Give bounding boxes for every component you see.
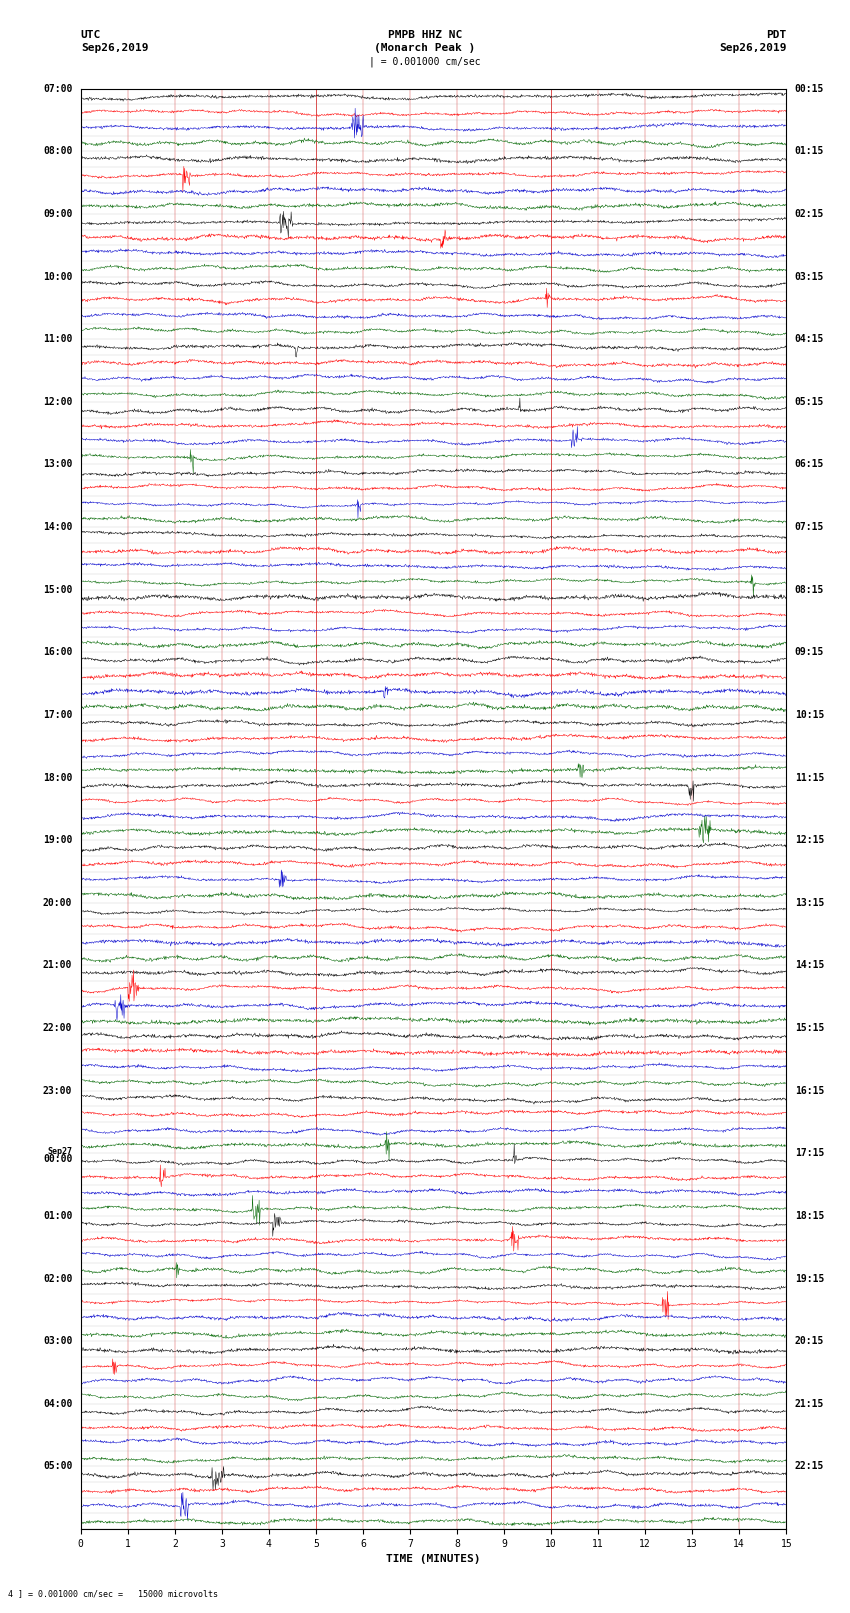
- Text: Sep27: Sep27: [48, 1147, 72, 1155]
- Text: 15:15: 15:15: [795, 1023, 824, 1032]
- Text: 18:15: 18:15: [795, 1211, 824, 1221]
- Text: 08:00: 08:00: [42, 147, 72, 156]
- Text: 16:00: 16:00: [42, 647, 72, 658]
- Text: 22:00: 22:00: [42, 1023, 72, 1032]
- Text: 17:00: 17:00: [42, 710, 72, 719]
- Text: 05:00: 05:00: [42, 1461, 72, 1471]
- Text: 06:15: 06:15: [795, 460, 824, 469]
- Text: 14:15: 14:15: [795, 960, 824, 971]
- Text: 15:00: 15:00: [42, 586, 72, 595]
- Text: 13:00: 13:00: [42, 460, 72, 469]
- Text: (Monarch Peak ): (Monarch Peak ): [374, 44, 476, 53]
- Text: 01:15: 01:15: [795, 147, 824, 156]
- Text: 14:00: 14:00: [42, 523, 72, 532]
- Text: | = 0.001000 cm/sec: | = 0.001000 cm/sec: [369, 56, 481, 66]
- Text: 09:15: 09:15: [795, 647, 824, 658]
- Text: PDT: PDT: [766, 31, 786, 40]
- Text: Sep26,2019: Sep26,2019: [719, 44, 786, 53]
- Text: UTC: UTC: [81, 31, 101, 40]
- Text: 21:00: 21:00: [42, 960, 72, 971]
- Text: 03:15: 03:15: [795, 271, 824, 282]
- Text: 04:00: 04:00: [42, 1398, 72, 1408]
- Text: 11:00: 11:00: [42, 334, 72, 344]
- Text: 4 ] = 0.001000 cm/sec =   15000 microvolts: 4 ] = 0.001000 cm/sec = 15000 microvolts: [8, 1589, 218, 1598]
- Text: 00:00: 00:00: [42, 1153, 72, 1165]
- Text: 20:15: 20:15: [795, 1336, 824, 1347]
- Text: 12:15: 12:15: [795, 836, 824, 845]
- Text: 13:15: 13:15: [795, 898, 824, 908]
- Text: 12:00: 12:00: [42, 397, 72, 406]
- Text: 05:15: 05:15: [795, 397, 824, 406]
- Text: 17:15: 17:15: [795, 1148, 824, 1158]
- Text: 23:00: 23:00: [42, 1086, 72, 1095]
- Text: 10:00: 10:00: [42, 271, 72, 282]
- Text: 10:15: 10:15: [795, 710, 824, 719]
- Text: PMPB HHZ NC: PMPB HHZ NC: [388, 31, 462, 40]
- Text: 02:00: 02:00: [42, 1274, 72, 1284]
- Text: 21:15: 21:15: [795, 1398, 824, 1408]
- Text: 04:15: 04:15: [795, 334, 824, 344]
- Text: 18:00: 18:00: [42, 773, 72, 782]
- Text: Sep26,2019: Sep26,2019: [81, 44, 148, 53]
- Text: 09:00: 09:00: [42, 210, 72, 219]
- Text: 01:00: 01:00: [42, 1211, 72, 1221]
- Text: 16:15: 16:15: [795, 1086, 824, 1095]
- Text: 07:00: 07:00: [42, 84, 72, 94]
- Text: 19:00: 19:00: [42, 836, 72, 845]
- Text: 03:00: 03:00: [42, 1336, 72, 1347]
- Text: 02:15: 02:15: [795, 210, 824, 219]
- Text: 22:15: 22:15: [795, 1461, 824, 1471]
- Text: 07:15: 07:15: [795, 523, 824, 532]
- Text: 08:15: 08:15: [795, 586, 824, 595]
- Text: 00:15: 00:15: [795, 84, 824, 94]
- X-axis label: TIME (MINUTES): TIME (MINUTES): [386, 1555, 481, 1565]
- Text: 11:15: 11:15: [795, 773, 824, 782]
- Text: 20:00: 20:00: [42, 898, 72, 908]
- Text: 19:15: 19:15: [795, 1274, 824, 1284]
